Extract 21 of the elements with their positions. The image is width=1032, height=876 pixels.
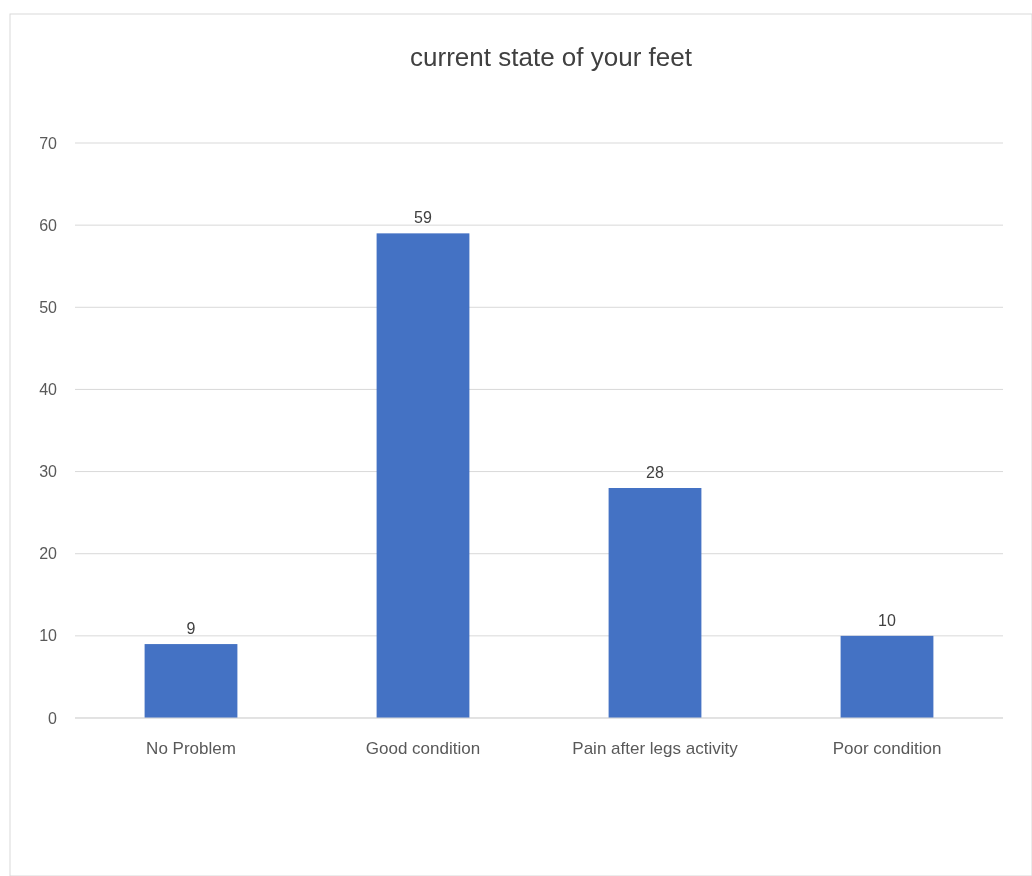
data-label: 28 — [646, 464, 664, 481]
bar — [144, 644, 238, 718]
y-tick-label: 50 — [39, 298, 58, 316]
y-tick-label: 0 — [48, 709, 58, 727]
x-tick-label: No Problem — [146, 739, 236, 758]
y-tick-label: 60 — [39, 216, 58, 234]
y-tick-label: 30 — [39, 463, 58, 481]
chart-title: current state of your feet — [410, 42, 693, 72]
x-tick-label: Pain after legs activity — [572, 739, 739, 758]
bar — [608, 488, 702, 718]
y-tick-label: 20 — [39, 545, 58, 563]
bar — [376, 233, 470, 718]
bar — [840, 635, 934, 718]
y-tick-label: 70 — [39, 134, 58, 152]
data-label: 10 — [878, 611, 896, 629]
data-label: 59 — [414, 209, 432, 227]
x-tick-label: Poor condition — [832, 739, 942, 758]
y-tick-label: 10 — [39, 627, 58, 645]
data-label: 9 — [186, 620, 196, 638]
y-tick-label: 40 — [39, 381, 58, 399]
x-tick-label: Good condition — [365, 739, 481, 758]
